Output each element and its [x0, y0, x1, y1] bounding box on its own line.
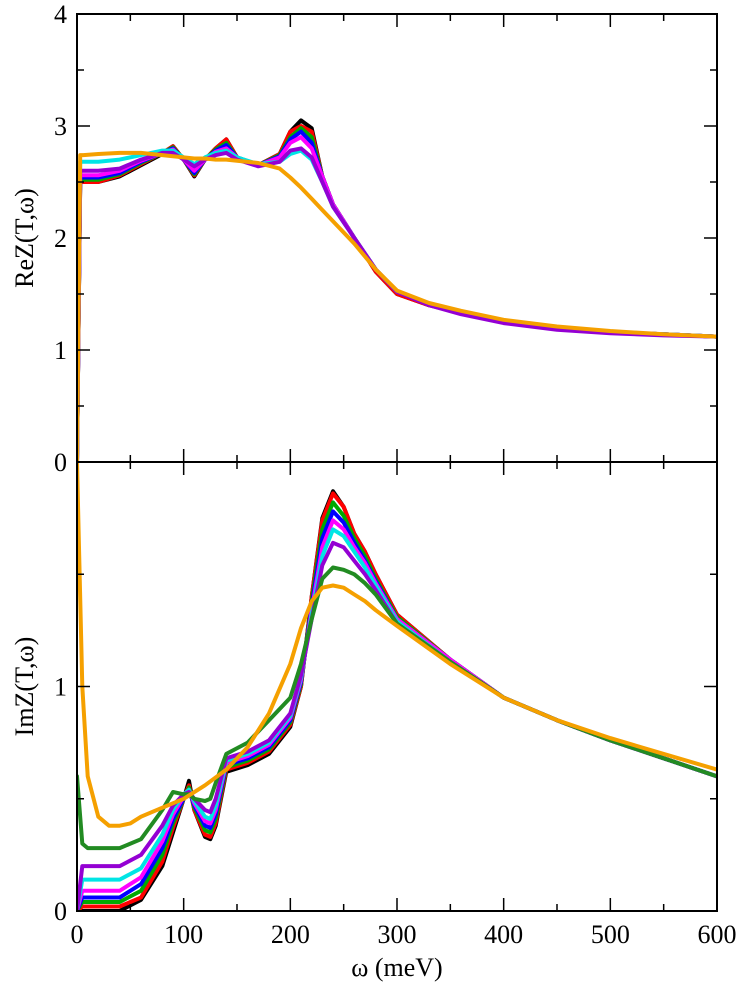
series-line-bottom-3 — [77, 509, 717, 911]
y-axis-label: ImZ(T,ω) — [10, 637, 39, 737]
series-line-bottom-5 — [77, 527, 717, 911]
series-line-bottom-0 — [77, 489, 717, 911]
y-axis-label: ReZ(T,ω) — [10, 188, 39, 288]
series-line-bottom-6 — [77, 540, 717, 911]
series-line-bottom-8 — [77, 462, 717, 828]
series-line-top-7 — [77, 150, 717, 462]
x-tick-label: 200 — [271, 920, 310, 949]
series-line-bottom-2 — [77, 500, 717, 911]
x-tick-label: 100 — [164, 920, 203, 949]
series-line-bottom-1 — [77, 491, 717, 911]
y-tick-label: 0 — [54, 897, 67, 926]
x-tick-label: 500 — [591, 920, 630, 949]
y-tick-label: 2 — [54, 224, 67, 253]
x-tick-label: 300 — [378, 920, 417, 949]
x-axis-label: ω (meV) — [351, 953, 442, 982]
y-tick-label: 1 — [54, 673, 67, 702]
y-tick-label: 3 — [54, 112, 67, 141]
y-tick-label: 4 — [54, 0, 67, 29]
y-tick-label: 0 — [54, 448, 67, 477]
x-tick-label: 0 — [71, 920, 84, 949]
series-line-top-6 — [77, 146, 717, 462]
x-tick-label: 600 — [698, 920, 737, 949]
x-tick-label: 400 — [484, 920, 523, 949]
plot-frame-top — [76, 13, 718, 463]
y-tick-label: 1 — [54, 336, 67, 365]
series-line-top-1 — [77, 124, 717, 462]
series-line-bottom-4 — [77, 518, 717, 911]
series-line-top-4 — [77, 135, 717, 462]
series-line-top-5 — [77, 148, 717, 462]
plot-frame-bottom — [76, 461, 718, 912]
series-line-top-3 — [77, 129, 717, 462]
